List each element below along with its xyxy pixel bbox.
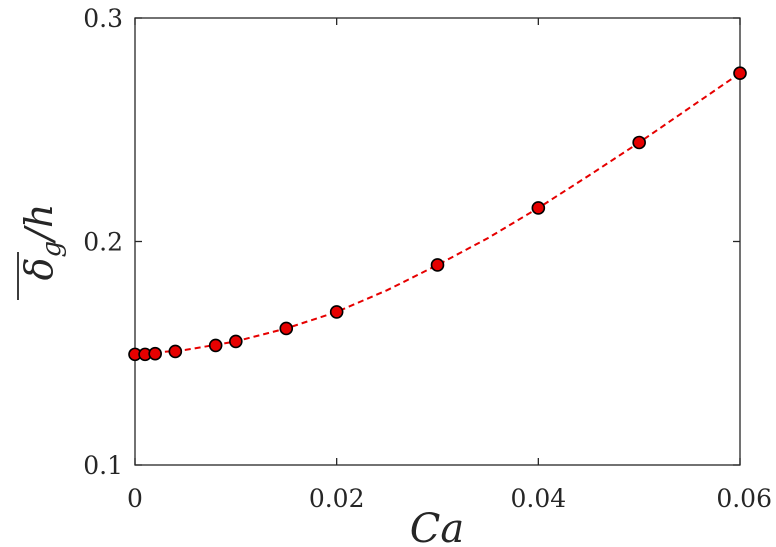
data-point <box>168 344 183 359</box>
y-tick-label: 0.3 <box>83 4 123 33</box>
y-tick-label: 0.1 <box>83 451 123 480</box>
y-axis-label-symbol: δ <box>17 258 61 281</box>
x-tick-label: 0 <box>127 484 143 513</box>
fit-curve <box>134 72 741 356</box>
tick-labels: 0 0.02 0.04 0.06 0.1 0.2 0.3 <box>83 4 772 513</box>
x-tick-label: 0.06 <box>716 484 772 513</box>
data-point <box>329 305 344 319</box>
y-axis-label-subscript: g <box>37 241 67 258</box>
data-point <box>531 201 546 215</box>
data-point <box>279 321 294 336</box>
x-axis-label: Ca <box>410 506 464 547</box>
data-point <box>148 346 162 361</box>
plot-area-frame <box>134 17 741 466</box>
series-layer <box>128 66 747 362</box>
x-tick-label: 0.02 <box>309 484 365 513</box>
data-point <box>733 66 747 81</box>
data-point <box>229 334 243 349</box>
x-tick-label: 0.04 <box>510 484 566 513</box>
svg-text:δg/h: δg/h <box>17 204 67 281</box>
data-point <box>430 258 445 272</box>
y-tick-label: 0.2 <box>83 228 123 257</box>
axis-ticks <box>134 17 741 466</box>
data-point <box>632 135 646 150</box>
y-axis-label: δg/h <box>17 204 67 300</box>
data-point <box>208 338 223 353</box>
y-axis-label-suffix: /h <box>17 204 61 245</box>
